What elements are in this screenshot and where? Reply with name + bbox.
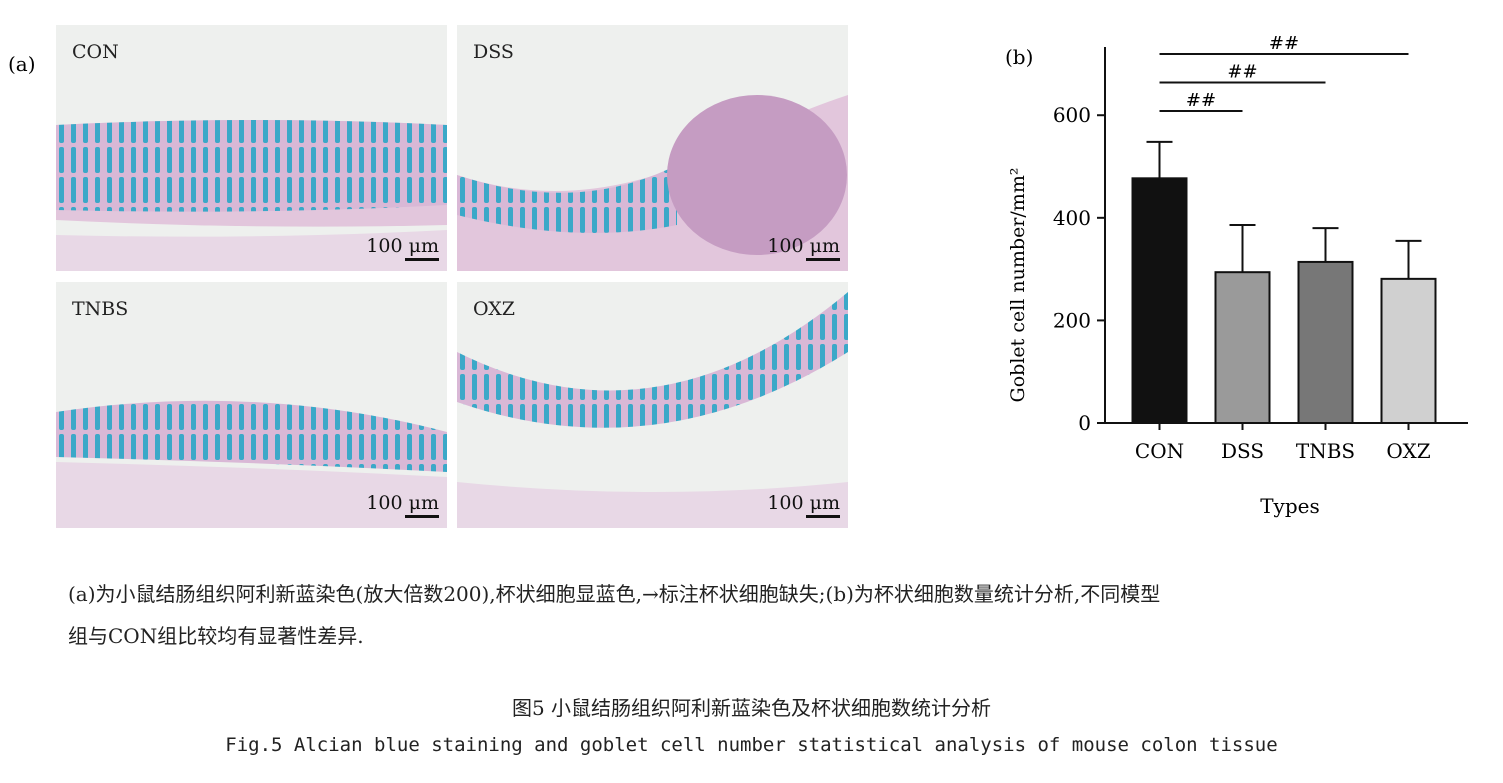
tissue: [457, 25, 848, 271]
x-tick-label: OXZ: [1386, 439, 1430, 463]
panel-b-label: (b): [1005, 45, 1033, 69]
x-axis-label: Types: [1260, 494, 1320, 518]
x-tick-label: DSS: [1221, 439, 1264, 463]
scale-bar: 100 μm: [767, 235, 840, 261]
micrograph: TNBS 100 μm: [56, 282, 447, 528]
panel-label: CON: [72, 41, 119, 63]
caption: 组与CON组比较均有显著性差异.: [68, 624, 364, 648]
y-tick-label: 400: [1053, 206, 1091, 230]
tissue: [56, 25, 447, 271]
y-axis-label: Goblet cell number/mm²: [1007, 168, 1029, 403]
panel-label: DSS: [473, 41, 514, 63]
y-tick-label: 0: [1078, 411, 1091, 435]
tissue: [56, 282, 447, 528]
figure-title-en: Fig.5 Alcian blue staining and goblet ce…: [225, 734, 1278, 756]
micrograph: DSS 100 μm: [457, 25, 848, 271]
scale-bar: 100 μm: [366, 235, 439, 261]
x-tick-label: CON: [1135, 439, 1184, 463]
panel-label: OXZ: [473, 298, 515, 320]
bar: [1380, 277, 1437, 424]
y-tick-label: 600: [1053, 103, 1091, 127]
caption: (a)为小鼠结肠组织阿利新蓝染色(放大倍数200),杯状细胞显蓝色,→标注杯状细…: [68, 582, 1161, 606]
significance-label: ##: [1227, 62, 1257, 83]
significance-label: ##: [1269, 33, 1299, 54]
x-tick-label: TNBS: [1296, 439, 1355, 463]
bar: [1297, 260, 1354, 424]
panel-label: TNBS: [72, 298, 129, 320]
scale-bar: 100 μm: [366, 492, 439, 518]
micrograph: OXZ 100 μm: [457, 282, 848, 528]
y-tick-label: 200: [1053, 308, 1091, 332]
scale-bar: 100 μm: [767, 492, 840, 518]
figure-title: 图5 小鼠结肠组织阿利新蓝染色及杯状细胞数统计分析: [511, 696, 992, 720]
bar: [1214, 271, 1271, 424]
tissue: [457, 282, 848, 528]
bar-chart: (b) Types Goblet cell number/mm² 0 200 400…: [1005, 33, 1468, 518]
micrograph: CON 100 μm: [56, 25, 447, 271]
significance-label: ##: [1186, 90, 1216, 111]
panel-a-label: (a): [8, 52, 36, 76]
bar: [1131, 177, 1188, 424]
